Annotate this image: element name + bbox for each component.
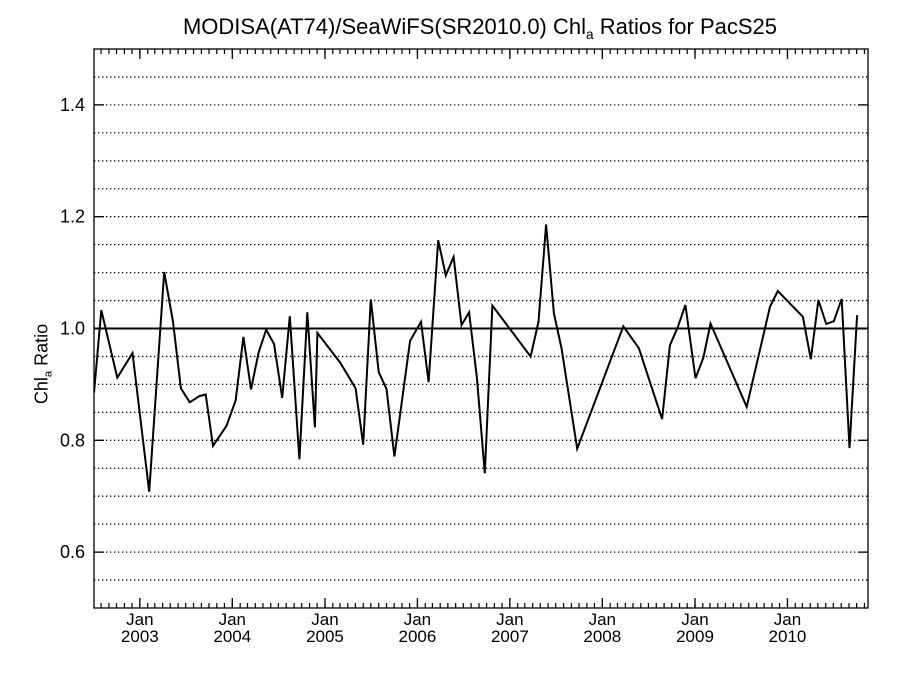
x-tick-month-label: Jan <box>496 610 523 629</box>
y-tick-label: 1.2 <box>60 207 85 227</box>
x-tick-month-label: Jan <box>219 610 246 629</box>
x-tick-year-label: 2007 <box>491 627 529 646</box>
x-tick-year-label: 2003 <box>121 627 159 646</box>
y-tick-label: 0.6 <box>60 542 85 562</box>
x-tick-year-label: 2005 <box>306 627 344 646</box>
x-tick-year-label: 2006 <box>399 627 437 646</box>
x-tick-year-label: 2009 <box>676 627 714 646</box>
x-tick-month-label: Jan <box>589 610 616 629</box>
series-line <box>94 224 859 492</box>
x-tick-month-label: Jan <box>311 610 338 629</box>
x-tick-year-label: 2010 <box>769 627 807 646</box>
chart-title: MODISA(AT74)/SeaWiFS(SR2010.0) Chla Rati… <box>182 14 778 42</box>
y-tick-label: 0.8 <box>60 430 85 450</box>
x-tick-month-label: Jan <box>404 610 431 629</box>
x-tick-month-label: Jan <box>126 610 153 629</box>
y-tick-label: 1.0 <box>60 319 85 339</box>
x-tick-year-label: 2008 <box>583 627 621 646</box>
x-tick-month-label: Jan <box>681 610 708 629</box>
x-tick-year-label: 2004 <box>213 627 251 646</box>
x-tick-month-label: Jan <box>774 610 801 629</box>
y-axis-label: Chla Ratio <box>31 323 55 405</box>
y-tick-label: 1.4 <box>60 95 85 115</box>
